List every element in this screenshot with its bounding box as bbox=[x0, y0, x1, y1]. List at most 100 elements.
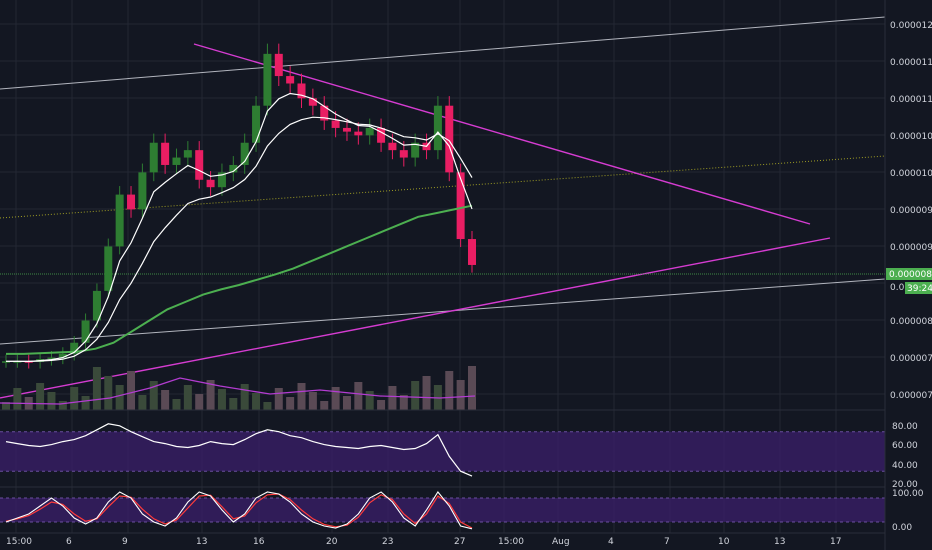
rsi-band bbox=[0, 431, 885, 472]
volume-bar bbox=[13, 388, 22, 410]
volume-bar bbox=[70, 387, 79, 410]
candle-body bbox=[115, 194, 124, 247]
candle-body bbox=[320, 105, 329, 121]
price-tick: 0.00000950 bbox=[890, 206, 932, 216]
time-tick: 7 bbox=[664, 537, 670, 547]
candle-body bbox=[92, 290, 101, 321]
volume-bar bbox=[161, 390, 170, 410]
candle-body bbox=[411, 142, 420, 158]
volume-bar bbox=[308, 392, 317, 410]
price-axis[interactable]: 0.00001200 0.00001150 0.00001100 0.00001… bbox=[890, 21, 932, 401]
candle-body bbox=[297, 83, 306, 99]
candle-body bbox=[240, 142, 249, 165]
stoch-band bbox=[0, 498, 885, 522]
resistance-trendline bbox=[193, 43, 811, 225]
volume-bar bbox=[331, 387, 340, 410]
time-tick: 15:00 bbox=[6, 537, 32, 547]
time-tick: 23 bbox=[382, 537, 393, 547]
volume-bar bbox=[172, 399, 181, 410]
time-axis[interactable]: 15:00 6 9 13 16 20 23 27 15:00 Aug 4 7 1… bbox=[6, 537, 841, 547]
candle-body bbox=[161, 142, 170, 165]
volume-bar bbox=[422, 376, 431, 410]
volume-bar bbox=[377, 400, 386, 410]
volume-bar bbox=[195, 394, 204, 410]
price-tick: 0.00000900 bbox=[890, 243, 932, 253]
time-tick: 10 bbox=[718, 537, 730, 547]
candle-body bbox=[206, 179, 215, 188]
candle-body bbox=[252, 105, 261, 143]
candle-body bbox=[365, 127, 374, 136]
current-price-label: 0.00000865 bbox=[889, 270, 932, 280]
support-trendline bbox=[0, 237, 831, 399]
volume-bar bbox=[252, 393, 261, 410]
candle-body bbox=[274, 53, 283, 77]
channel-bottom-line bbox=[0, 278, 886, 345]
volume-bar bbox=[468, 366, 476, 410]
candle-body bbox=[399, 150, 408, 158]
candle-body bbox=[456, 172, 465, 240]
candle-body bbox=[81, 320, 90, 343]
candle-body bbox=[286, 76, 295, 84]
price-tick: 0.00000750 bbox=[890, 354, 932, 364]
volume-bar bbox=[81, 396, 90, 410]
candle-body bbox=[2, 361, 10, 363]
candle-body bbox=[263, 53, 272, 106]
candle-body bbox=[58, 353, 67, 358]
candle-body bbox=[433, 105, 442, 151]
volume-bar bbox=[320, 401, 329, 410]
volume-bar bbox=[399, 395, 408, 410]
volume-bar bbox=[2, 402, 10, 410]
volume-bar bbox=[206, 380, 215, 410]
candle-body bbox=[104, 246, 113, 291]
candle-body bbox=[354, 131, 363, 136]
volume-bar bbox=[286, 397, 295, 410]
price-tick: 0.00001150 bbox=[890, 58, 932, 68]
current-price-badge: 0.00000865 0.000 39:24 bbox=[886, 268, 932, 294]
volume-bar bbox=[274, 388, 283, 410]
candle-body bbox=[127, 194, 136, 210]
rsi-pane[interactable] bbox=[0, 423, 885, 477]
price-tick: 0.00000800 bbox=[890, 317, 932, 327]
volume-ma-line bbox=[0, 377, 476, 405]
time-tick: 9 bbox=[122, 537, 128, 547]
candle-body bbox=[149, 142, 158, 173]
stoch-tick: 100.00 bbox=[892, 489, 924, 499]
candle-body bbox=[388, 142, 397, 151]
stochastic-pane[interactable] bbox=[0, 491, 885, 530]
candle-body bbox=[13, 361, 22, 363]
time-tick: 16 bbox=[253, 537, 265, 547]
candle-body bbox=[138, 172, 147, 210]
price-tick: 0.00000700 bbox=[890, 391, 932, 401]
rsi-axis: 80.00 60.00 40.00 20.00 bbox=[892, 422, 918, 490]
volume-bar bbox=[354, 382, 363, 410]
volume-bar bbox=[229, 398, 238, 410]
price-tick: 0.00001100 bbox=[890, 95, 932, 105]
volume-bar bbox=[263, 402, 272, 410]
volume-bar bbox=[47, 392, 56, 410]
candle-body bbox=[342, 127, 351, 132]
rsi-line bbox=[5, 423, 473, 477]
volume-bar bbox=[342, 396, 351, 410]
time-tick: 13 bbox=[774, 537, 785, 547]
countdown-label: 39:24 bbox=[907, 284, 932, 294]
candle-body bbox=[183, 150, 192, 158]
rsi-tick: 80.00 bbox=[892, 422, 918, 432]
candle-body bbox=[195, 150, 204, 180]
time-tick: Aug bbox=[552, 537, 570, 547]
volume-bar bbox=[138, 395, 147, 410]
volume-bar bbox=[58, 401, 67, 410]
stochastic-axis: 100.00 0.00 bbox=[892, 489, 924, 533]
volume-bar bbox=[92, 367, 101, 410]
volume-bar bbox=[411, 381, 420, 410]
candle-body bbox=[47, 357, 56, 360]
price-tick: 0.00001200 bbox=[890, 21, 932, 31]
stoch-k-line bbox=[5, 491, 473, 530]
candle-body bbox=[308, 98, 317, 106]
channel-top-line bbox=[0, 16, 886, 90]
time-tick: 13 bbox=[196, 537, 207, 547]
candle-body bbox=[172, 157, 181, 165]
rsi-tick: 20.00 bbox=[892, 480, 918, 490]
price-pane[interactable] bbox=[0, 16, 886, 410]
volume-bar bbox=[149, 381, 158, 410]
